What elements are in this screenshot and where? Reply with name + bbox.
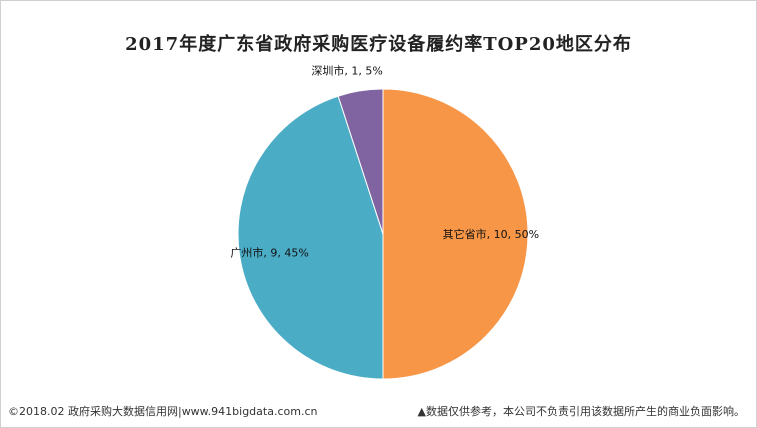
pie-slice-2 — [337, 88, 384, 235]
pie-slice-label-2: 深圳市, 1, 5% — [311, 64, 382, 78]
chart-title: 2017年度广东省政府采购医疗设备履约率TOP20地区分布 — [125, 34, 632, 55]
pie-slice-0 — [382, 88, 529, 380]
footer-disclaimer: ▲数据仅供参考，本公司不负责引用该数据所产生的商业负面影响。 — [417, 405, 745, 418]
footer-source: ©2018.02 政府采购大数据信用网|www.941bigdata.com.c… — [8, 405, 318, 418]
pie-slice-1 — [237, 95, 384, 380]
pie-slice-label-0: 其它省市, 10, 50% — [443, 227, 539, 241]
pie-slice-label-1: 广州市, 9, 45% — [230, 246, 308, 260]
